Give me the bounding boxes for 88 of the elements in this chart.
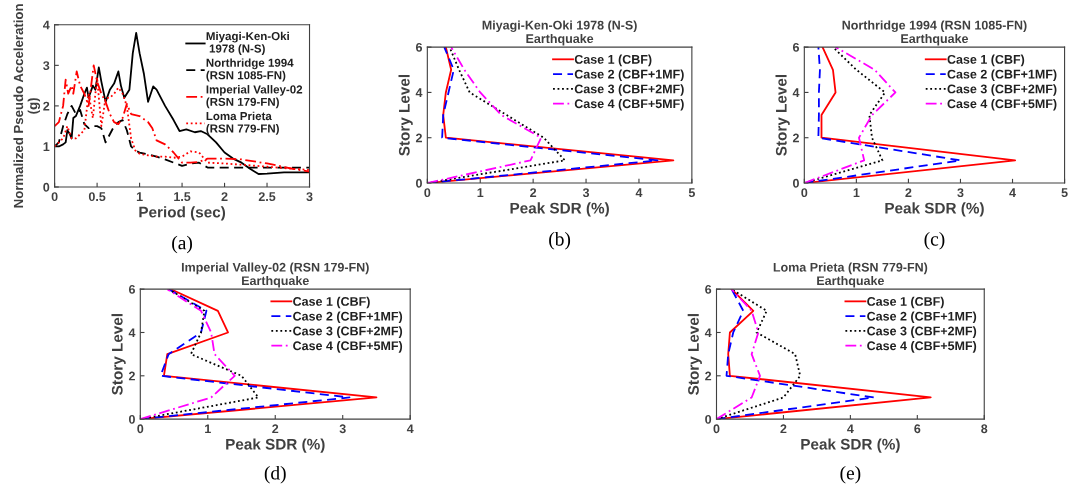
legend-label: Case 4 (CBF+5MF) bbox=[947, 98, 1057, 111]
legend-label: Case 1 (CBF) bbox=[574, 54, 652, 67]
y-tick-label: 4 bbox=[792, 88, 800, 97]
x-tick-label: 3 bbox=[582, 188, 590, 198]
y-axis-title: Story Level bbox=[687, 314, 702, 395]
x-tick-label: 2 bbox=[530, 188, 537, 197]
text: (d) bbox=[264, 465, 286, 484]
y-tick-label: 0 bbox=[793, 178, 799, 188]
chart-title: Loma Prieta (RSN 779-FN) Earthquake bbox=[773, 262, 928, 288]
y-tick-label: 0 bbox=[416, 178, 422, 188]
y-tick-label: 6 bbox=[705, 284, 712, 294]
chart-title: Imperial Valley-02 (RSN 179-FN) Earthquake bbox=[181, 262, 369, 288]
legend-label: Case 1 (CBF) bbox=[293, 296, 370, 309]
x-tick-label: 0 bbox=[51, 192, 58, 202]
legend-label: Case 3 (CBF+2MF) bbox=[947, 84, 1057, 96]
legend-label: Loma Prieta (RSN 779-FN) bbox=[206, 111, 279, 135]
y-tick-label: 2 bbox=[792, 133, 799, 143]
y-tick-label: 6 bbox=[792, 42, 800, 52]
y-tick-label: 2 bbox=[43, 101, 50, 111]
y-tick-label: 1 bbox=[43, 142, 50, 151]
x-tick-label: 4 bbox=[406, 424, 414, 434]
text: (e) bbox=[840, 465, 861, 484]
x-tick-label: 2 bbox=[272, 424, 279, 434]
y-axis-title: Story Level bbox=[398, 74, 413, 156]
x-tick-label: 6 bbox=[914, 424, 921, 434]
x-tick-label: 3 bbox=[306, 192, 313, 202]
legend-label: Miyagi-Ken-Oki 1978 (N-S) bbox=[206, 31, 289, 55]
y-tick-label: 4 bbox=[704, 328, 712, 338]
x-tick-label: 1 bbox=[853, 188, 860, 197]
y-tick-label: 4 bbox=[128, 328, 136, 338]
x-tick-label: 0.5 bbox=[88, 192, 106, 202]
x-axis-title: Peak SDR (%) bbox=[510, 202, 609, 217]
x-tick-label: 2.5 bbox=[258, 192, 276, 202]
y-axis-title: Normalized Pseudo Acceleration (g) bbox=[13, 4, 41, 208]
legend-label: Case 2 (CBF+1MF) bbox=[574, 69, 684, 82]
x-tick-label: 5 bbox=[1061, 188, 1068, 198]
x-tick-label: 3 bbox=[339, 424, 346, 434]
y-tick-label: 4 bbox=[43, 20, 50, 30]
legend-label: Case 2 (CBF+1MF) bbox=[947, 69, 1057, 82]
legend-label: Case 1 (CBF) bbox=[947, 54, 1025, 67]
x-tick-label: 8 bbox=[981, 424, 988, 434]
y-tick-label: 0 bbox=[128, 414, 135, 424]
legend-label: Case 4 (CBF+5MF) bbox=[867, 341, 977, 353]
y-tick-label: 6 bbox=[415, 42, 423, 52]
x-tick-label: 1.5 bbox=[174, 192, 191, 202]
y-tick-label: 2 bbox=[705, 371, 712, 381]
y-tick-label: 3 bbox=[43, 61, 50, 71]
x-axis-title: Peak SDR (%) bbox=[885, 202, 984, 217]
text: (b) bbox=[549, 231, 571, 250]
x-axis-title: Peak SDR (%) bbox=[226, 438, 325, 453]
legend-label: Case 2 (CBF+1MF) bbox=[867, 311, 977, 324]
x-tick-label: 1 bbox=[477, 188, 484, 197]
x-tick-label: 0 bbox=[713, 424, 720, 434]
chart-title: Miyagi-Ken-Oki 1978 (N-S) Earthquake bbox=[482, 20, 637, 46]
y-tick-label: 4 bbox=[415, 88, 423, 97]
legend-label: Imperial Valley-02 (RSN 179-FN) bbox=[206, 85, 303, 109]
x-tick-label: 4 bbox=[847, 424, 854, 434]
text: (a) bbox=[172, 235, 193, 254]
x-tick-label: 1 bbox=[136, 192, 143, 201]
x-tick-label: 4 bbox=[635, 188, 643, 197]
x-tick-label: 0 bbox=[137, 424, 144, 434]
legend-label: Case 1 (CBF) bbox=[867, 296, 944, 309]
text: (c) bbox=[924, 231, 945, 250]
legend-label: Case 3 (CBF+2MF) bbox=[867, 326, 977, 338]
x-tick-label: 5 bbox=[688, 188, 695, 198]
legend-label: Northridge 1994 (RSN 1085-FN) bbox=[206, 58, 294, 82]
legend-label: Case 4 (CBF+5MF) bbox=[293, 341, 403, 353]
x-tick-label: 0 bbox=[424, 188, 431, 198]
y-axis-title: Story Level bbox=[111, 314, 126, 395]
y-axis-title: Story Level bbox=[775, 74, 790, 156]
chart-title: Northridge 1994 (RSN 1085-FN) Earthquake bbox=[842, 20, 1027, 46]
x-axis-title: Period (sec) bbox=[139, 206, 226, 221]
y-tick-label: 0 bbox=[705, 414, 712, 424]
legend-label: Case 2 (CBF+1MF) bbox=[293, 311, 403, 324]
x-axis-title: Peak SDR (%) bbox=[801, 438, 900, 453]
x-tick-label: 4 bbox=[1009, 188, 1016, 197]
y-tick-label: 2 bbox=[128, 371, 135, 381]
x-tick-label: 2 bbox=[221, 192, 228, 201]
legend-label: Case 4 (CBF+5MF) bbox=[574, 98, 684, 111]
x-tick-label: 2 bbox=[780, 424, 787, 434]
y-tick-label: 2 bbox=[415, 133, 422, 143]
legend-label: Case 3 (CBF+2MF) bbox=[293, 326, 403, 338]
legend-label: Case 3 (CBF+2MF) bbox=[574, 84, 684, 96]
x-tick-label: 1 bbox=[205, 424, 211, 434]
x-tick-label: 0 bbox=[801, 188, 808, 198]
x-tick-label: 2 bbox=[905, 188, 912, 197]
y-tick-label: 6 bbox=[128, 284, 135, 294]
x-tick-label: 3 bbox=[957, 188, 964, 198]
